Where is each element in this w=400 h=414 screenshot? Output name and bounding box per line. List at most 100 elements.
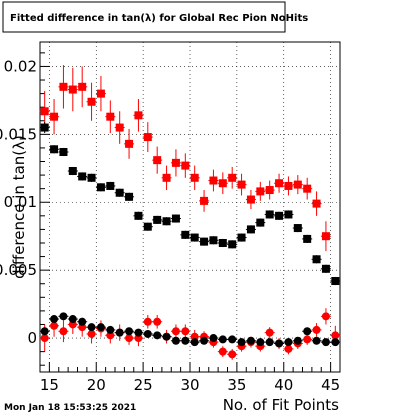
data-point — [237, 338, 246, 347]
data-point — [265, 186, 274, 195]
data-point — [312, 199, 321, 208]
timestamp: Mon Jan 18 15:53:25 2021 — [4, 403, 136, 413]
data-point — [200, 336, 209, 345]
x-tick-label: 45 — [321, 376, 340, 394]
data-point — [40, 123, 49, 132]
data-point — [246, 336, 255, 345]
data-point — [284, 338, 293, 347]
data-point — [284, 181, 293, 190]
data-point — [293, 336, 302, 345]
data-point — [96, 89, 105, 98]
title-box-frame — [2, 1, 286, 33]
x-tick-label: 35 — [227, 376, 246, 394]
data-point — [171, 214, 180, 223]
data-point — [312, 255, 321, 264]
data-point — [125, 192, 134, 201]
data-point — [293, 180, 302, 189]
x-axis-title: No. of Fit Points — [223, 396, 339, 414]
data-point — [162, 173, 171, 182]
data-point — [181, 161, 190, 170]
data-point — [87, 329, 96, 338]
axis-ticks: 15 20 25 30 35 40 45 0 0.005 0.01 0.015 0.02 — [0, 52, 341, 394]
data-point — [303, 335, 312, 344]
data-point — [312, 336, 321, 345]
y-tick-label: 0.01 — [4, 193, 37, 211]
data-point — [331, 338, 340, 347]
y-tick-label: 0.02 — [4, 57, 37, 75]
y-tick-label: 0 — [27, 329, 37, 347]
data-point — [246, 195, 255, 204]
data-point — [181, 230, 190, 239]
data-point — [125, 334, 134, 343]
series-2 — [39, 308, 341, 360]
x-tick-label: 40 — [274, 376, 293, 394]
data-point — [115, 123, 124, 132]
data-point — [190, 338, 199, 347]
series-layer — [39, 65, 341, 360]
data-point — [40, 107, 49, 116]
y-tick-label: 0.005 — [0, 261, 37, 279]
data-point — [78, 172, 87, 181]
data-point — [275, 179, 284, 188]
data-point — [218, 238, 227, 247]
data-point — [209, 334, 218, 343]
series-3 — [39, 312, 341, 348]
data-point — [218, 347, 227, 356]
data-point — [153, 317, 162, 326]
data-point — [153, 156, 162, 165]
data-point — [218, 335, 227, 344]
data-point — [106, 181, 115, 190]
data-point — [143, 222, 152, 231]
data-point — [181, 336, 190, 345]
data-point — [78, 317, 87, 326]
data-point — [190, 233, 199, 242]
data-point — [209, 176, 218, 185]
data-point — [265, 328, 274, 337]
data-point — [321, 232, 330, 241]
data-point — [265, 210, 274, 219]
series-0 — [39, 65, 331, 252]
data-point — [237, 180, 246, 189]
data-point — [68, 85, 77, 94]
data-point — [284, 344, 293, 353]
data-point — [134, 328, 143, 337]
data-point — [153, 331, 162, 340]
data-point — [303, 327, 312, 336]
data-point — [256, 187, 265, 196]
data-point — [50, 321, 59, 330]
data-point — [115, 188, 124, 197]
data-point — [59, 82, 68, 91]
data-point — [331, 277, 340, 286]
data-point — [303, 234, 312, 243]
x-tick-label: 30 — [180, 376, 199, 394]
data-point — [143, 133, 152, 142]
data-point — [40, 327, 49, 336]
data-point — [87, 323, 96, 332]
data-point — [228, 335, 237, 344]
data-point — [153, 215, 162, 224]
y-tick-label: 0.015 — [0, 125, 37, 143]
data-point — [50, 145, 59, 154]
data-point — [50, 112, 59, 121]
data-point — [59, 327, 68, 336]
data-point — [134, 111, 143, 120]
data-point — [125, 327, 134, 336]
x-tick-label: 25 — [134, 376, 153, 394]
data-point — [50, 315, 59, 324]
data-point — [312, 325, 321, 334]
data-point — [321, 338, 330, 347]
data-point — [275, 211, 284, 220]
data-point — [246, 225, 255, 234]
data-point — [228, 173, 237, 182]
data-point — [96, 183, 105, 192]
data-point — [331, 331, 340, 340]
data-point — [171, 336, 180, 345]
data-point — [200, 196, 209, 205]
y-axis-title: difference in tan(λ) — [10, 135, 28, 279]
data-point — [143, 317, 152, 326]
data-point — [134, 211, 143, 220]
data-point — [209, 236, 218, 245]
data-point — [200, 237, 209, 246]
data-point — [293, 224, 302, 233]
